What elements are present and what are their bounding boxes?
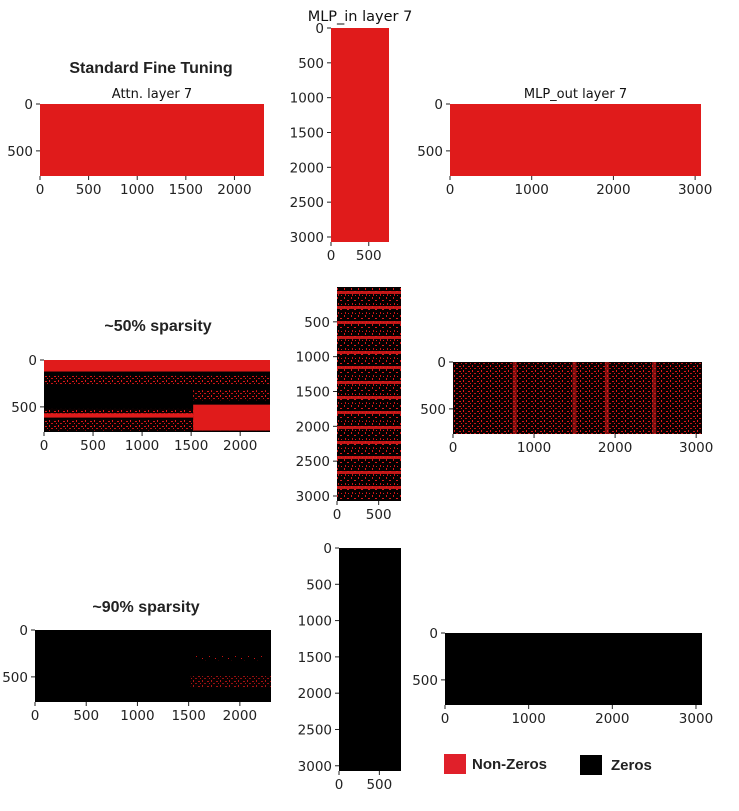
y-tick-label: 2500 xyxy=(298,722,332,738)
y-tick-label: 1500 xyxy=(290,125,324,141)
y-tick-label: 0 xyxy=(315,21,324,37)
heatmap-cells xyxy=(450,104,701,176)
heatmap-panel-1: 0 500 0 500 1000 1500 2000 2500 3000 MLP_in layer… xyxy=(290,9,413,264)
heatmap-panel-6: 0 500 1000 1500 2000 0 500 xyxy=(2,623,271,724)
heatmap-cells xyxy=(339,548,401,771)
y-tick-label: 2000 xyxy=(296,419,330,435)
x-tick-label: 2000 xyxy=(595,711,629,727)
heatmap-cells xyxy=(331,28,389,242)
heatmap-cells xyxy=(35,630,271,702)
heatmap-panel-0: 0 500 1000 1500 2000 0 500 Attn. layer 7 xyxy=(7,87,264,198)
x-tick-label: 0 xyxy=(40,438,49,454)
x-tick-label: 3000 xyxy=(679,711,713,727)
x-tick-label: 0 xyxy=(36,182,45,198)
x-tick-label: 0 xyxy=(31,708,40,724)
x-tick-label: 1000 xyxy=(517,440,551,456)
legend-label: Zeros xyxy=(611,757,652,774)
x-tick-label: 0 xyxy=(327,248,336,264)
y-tick-label: 500 xyxy=(417,144,443,160)
x-tick-label: 500 xyxy=(73,708,99,724)
x-tick-label: 1000 xyxy=(515,182,549,198)
x-tick-label: 500 xyxy=(356,248,382,264)
x-tick-label: 0 xyxy=(446,182,455,198)
heatmap-panel-7: 0 500 0 500 1000 1500 2000 2500 3000 xyxy=(298,541,401,793)
x-tick-label: 0 xyxy=(441,711,450,727)
heatmap-panel-5: 0 1000 2000 3000 0 500 xyxy=(420,355,713,456)
x-tick-label: 1000 xyxy=(511,711,545,727)
heatmap-panel-2: 0 1000 2000 3000 0 500 MLP_out layer 7 xyxy=(417,87,712,198)
panel-title: MLP_in layer 7 xyxy=(308,9,413,25)
y-tick-label: 1500 xyxy=(298,650,332,666)
x-tick-label: 2000 xyxy=(223,438,257,454)
y-tick-label: 1000 xyxy=(296,350,330,366)
y-tick-label: 0 xyxy=(19,623,28,639)
y-tick-label: 500 xyxy=(412,673,438,689)
x-tick-label: 500 xyxy=(366,507,392,523)
x-tick-label: 1000 xyxy=(120,182,154,198)
legend-swatch xyxy=(444,754,466,774)
y-tick-label: 0 xyxy=(434,97,443,113)
x-tick-label: 2000 xyxy=(217,182,251,198)
heatmap-panel-4: 0 500 500 1000 1500 2000 2500 3000 xyxy=(296,287,401,523)
y-tick-label: 3000 xyxy=(290,230,324,246)
y-tick-label: 500 xyxy=(7,144,33,160)
y-tick-label: 0 xyxy=(429,626,438,642)
x-tick-label: 500 xyxy=(80,438,106,454)
row-title: Standard Fine Tuning xyxy=(69,60,232,77)
legend-swatch xyxy=(580,755,602,775)
y-tick-label: 500 xyxy=(420,402,446,418)
y-tick-label: 500 xyxy=(304,315,330,331)
x-tick-label: 1500 xyxy=(171,708,205,724)
x-tick-label: 3000 xyxy=(679,440,713,456)
y-tick-label: 0 xyxy=(24,97,33,113)
x-tick-label: 1500 xyxy=(169,182,203,198)
y-tick-label: 3000 xyxy=(298,759,332,775)
x-tick-label: 1000 xyxy=(125,438,159,454)
y-tick-label: 1500 xyxy=(296,384,330,400)
x-tick-label: 1000 xyxy=(120,708,154,724)
panel-title: Attn. layer 7 xyxy=(112,87,192,102)
y-tick-label: 500 xyxy=(11,400,37,416)
x-tick-label: 1500 xyxy=(174,438,208,454)
row-title: ~50% sparsity xyxy=(104,318,211,335)
heatmap-cells xyxy=(40,104,264,176)
x-tick-label: 500 xyxy=(366,777,392,793)
x-tick-label: 500 xyxy=(76,182,102,198)
y-tick-label: 500 xyxy=(298,56,324,72)
x-tick-label: 0 xyxy=(449,440,458,456)
heatmap-panel-3: 0 500 1000 1500 2000 0 500 xyxy=(11,353,270,454)
legend-label: Non-Zeros xyxy=(472,756,547,773)
y-tick-label: 2500 xyxy=(290,195,324,211)
y-tick-label: 0 xyxy=(323,541,332,557)
y-tick-label: 1000 xyxy=(298,614,332,630)
heatmap-cells xyxy=(445,633,702,705)
x-tick-label: 2000 xyxy=(223,708,257,724)
x-tick-label: 2000 xyxy=(598,440,632,456)
y-tick-label: 2500 xyxy=(296,454,330,470)
y-tick-label: 2000 xyxy=(290,160,324,176)
y-tick-label: 2000 xyxy=(298,686,332,702)
x-tick-label: 2000 xyxy=(596,182,630,198)
x-tick-label: 0 xyxy=(335,777,344,793)
panel-title: MLP_out layer 7 xyxy=(524,87,627,102)
row-title: ~90% sparsity xyxy=(92,599,199,616)
y-tick-label: 500 xyxy=(2,670,28,686)
y-tick-label: 0 xyxy=(437,355,446,371)
y-tick-label: 3000 xyxy=(296,489,330,505)
y-tick-label: 0 xyxy=(28,353,37,369)
x-tick-label: 0 xyxy=(333,507,342,523)
y-tick-label: 500 xyxy=(306,577,332,593)
y-tick-label: 1000 xyxy=(290,91,324,107)
heatmap-panel-8: 0 1000 2000 3000 0 500 xyxy=(412,626,713,727)
x-tick-label: 3000 xyxy=(678,182,712,198)
